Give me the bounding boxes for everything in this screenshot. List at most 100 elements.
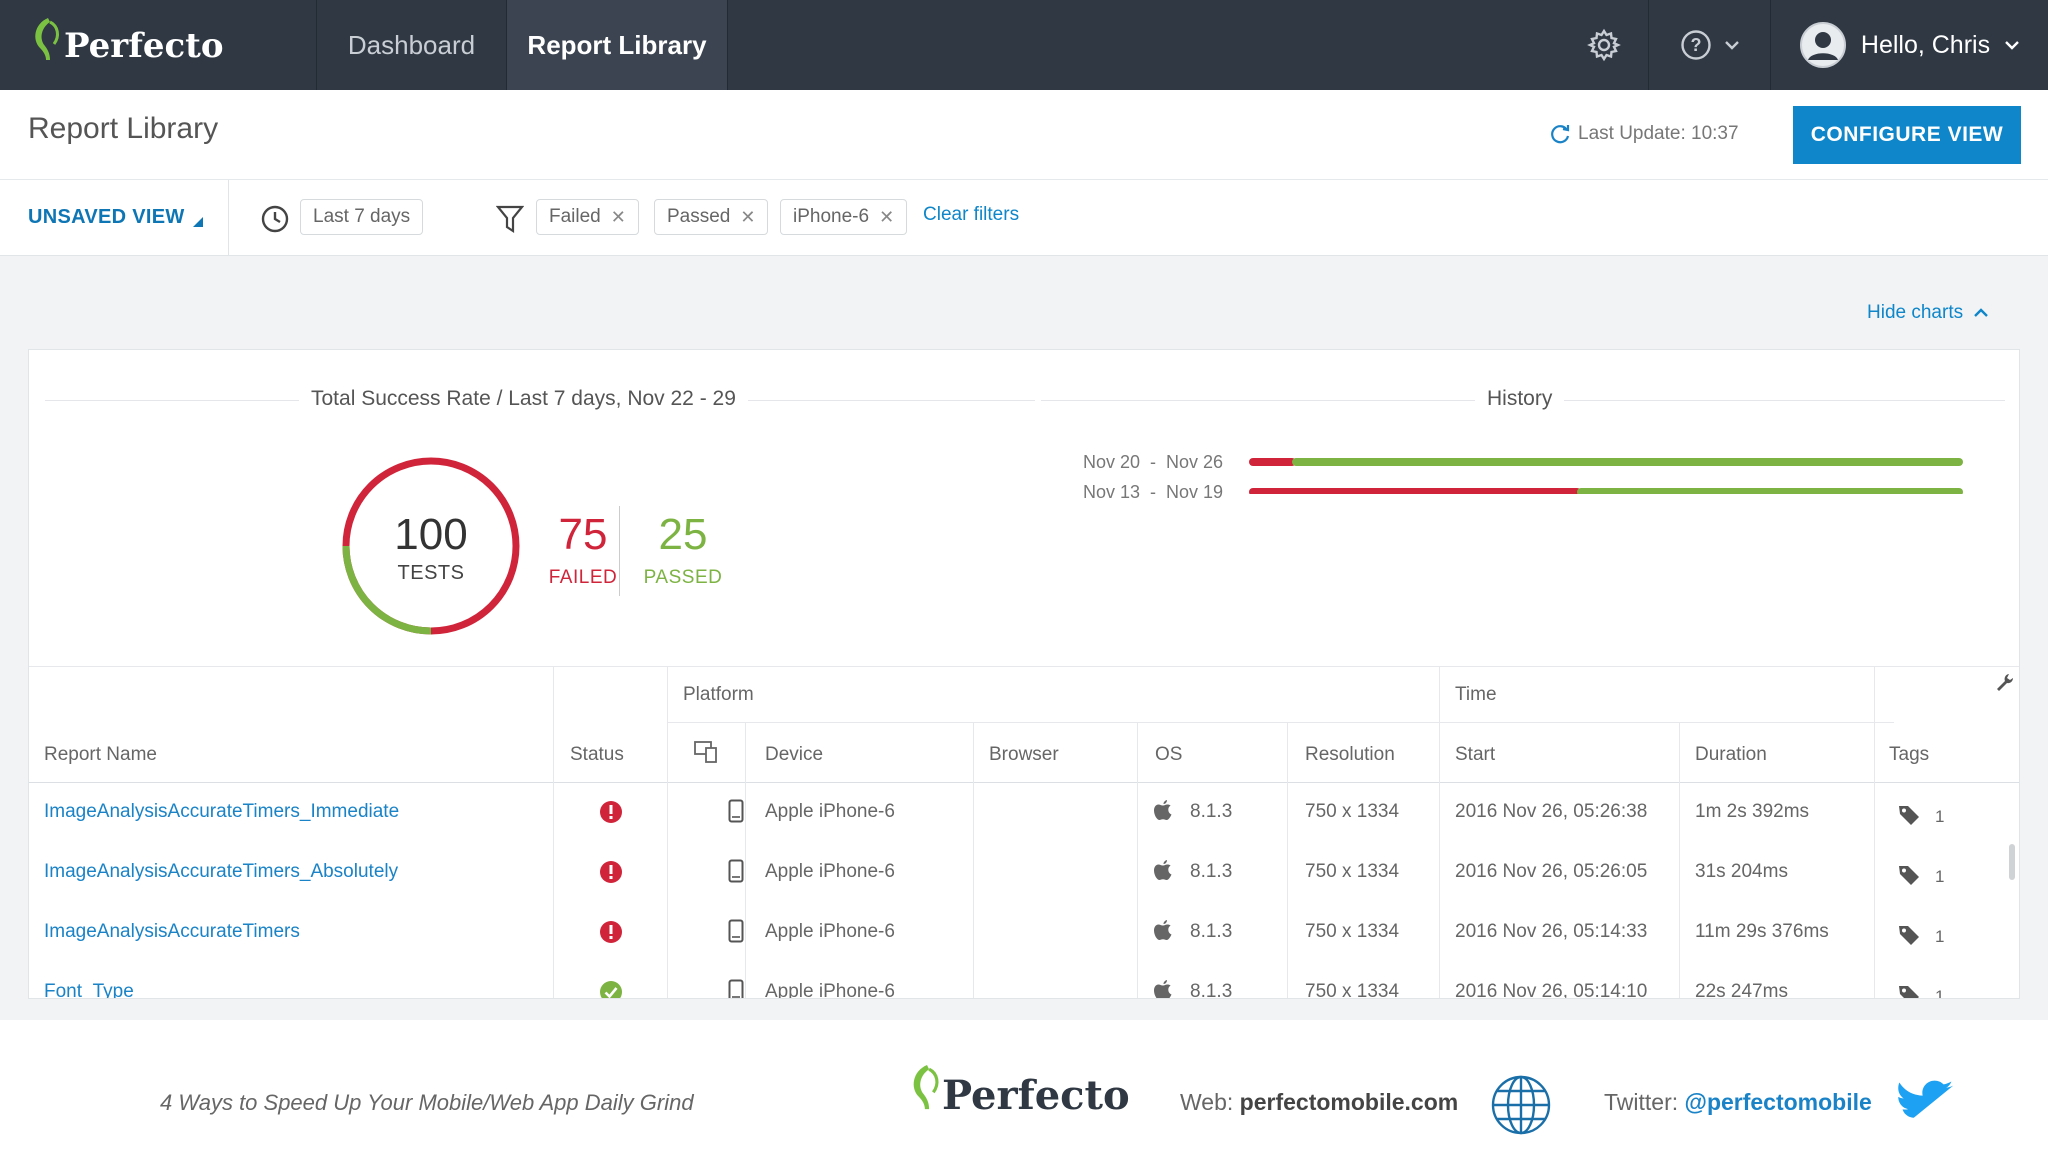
report-name-link[interactable]: Font_Type (44, 981, 134, 999)
duration-cell: 1m 2s 392ms (1695, 801, 1810, 822)
column-header-browser[interactable]: Browser (989, 744, 1059, 765)
column-header-report-name[interactable]: Report Name (44, 744, 157, 765)
passed-count: 25 (658, 510, 708, 559)
user-menu[interactable]: Hello, Chris (1770, 0, 2048, 90)
column-header-os[interactable]: OS (1155, 744, 1183, 765)
start-cell: 2016 Nov 26, 05:26:38 (1455, 801, 1648, 822)
settings-button[interactable] (1560, 0, 1648, 90)
footer-twitter: Twitter: @perfectomobile (1604, 1089, 1872, 1116)
report-name-link[interactable]: ImageAnalysisAccurateTimers (44, 921, 300, 942)
hide-charts-toggle[interactable]: Hide charts (1867, 302, 1989, 324)
clear-filters-link[interactable]: Clear filters (923, 204, 1020, 225)
device-cell: Apple iPhone-6 (765, 921, 895, 942)
nav-dashboard[interactable]: Dashboard (316, 0, 506, 90)
passed-label: PASSED (643, 567, 723, 588)
nav-report-library[interactable]: Report Library (506, 0, 728, 90)
resolution-cell: 750 x 1334 (1305, 921, 1400, 942)
device-cell: Apple iPhone-6 (765, 981, 895, 999)
failed-count: 75 (558, 510, 608, 559)
footer-web-label: Web: (1180, 1089, 1234, 1115)
clock-icon (261, 205, 289, 233)
column-header-duration[interactable]: Duration (1695, 744, 1767, 765)
last-update-text: Last Update: 10:37 (1578, 123, 1739, 144)
top-nav: Perfecto Dashboard Report Library ? Hell… (0, 0, 2048, 90)
table-row[interactable]: ImageAnalysisAccurateTimers_Immediate App… (29, 783, 2019, 843)
table-row[interactable]: Font_Type Apple iPhone-6 8.1.3 750 x 1334 20… (29, 963, 2019, 999)
tags-count: 1 (1935, 867, 1945, 886)
success-donut (342, 457, 520, 635)
report-name-link[interactable]: ImageAnalysisAccurateTimers_Absolutely (44, 861, 399, 882)
view-selector[interactable]: UNSAVED VIEW (28, 206, 203, 229)
column-header-resolution[interactable]: Resolution (1305, 744, 1395, 765)
hide-charts-label: Hide charts (1867, 302, 1964, 323)
footer-brand-logo: Perfecto (906, 1060, 1130, 1116)
history-chart (1249, 458, 1963, 494)
filter-chip-failed[interactable]: Failed ✕ (536, 199, 639, 235)
filter-chip-passed[interactable]: Passed ✕ (654, 199, 769, 235)
filter-chip-iphone[interactable]: iPhone-6 ✕ (780, 199, 908, 235)
smartphone-icon (728, 919, 744, 943)
apple-icon (1154, 800, 1172, 820)
footer (0, 1020, 2048, 1152)
column-header-tags[interactable]: Tags (1889, 744, 1930, 765)
globe-icon (1491, 1075, 1551, 1135)
close-icon[interactable]: ✕ (740, 206, 756, 227)
divider (1287, 722, 1288, 998)
table-row[interactable]: ImageAnalysisAccurateTimers Apple iPhone-… (29, 903, 2019, 963)
last-update: Last Update: 10:37 (1548, 122, 1739, 146)
help-icon: ? (1680, 30, 1711, 60)
nav-dashboard-label: Dashboard (347, 29, 476, 60)
footer-brand-name: Perfecto (942, 1072, 1130, 1119)
smartphone-icon (728, 979, 744, 998)
divider (667, 666, 668, 998)
perfecto-leaf-icon (913, 1065, 939, 1110)
brand-name: Perfecto (64, 26, 224, 66)
resolution-cell: 750 x 1334 (1305, 801, 1400, 822)
brand-logo[interactable]: Perfecto (28, 10, 224, 66)
help-menu-button[interactable]: ? (1648, 0, 1770, 90)
device-type-icon[interactable] (693, 740, 719, 764)
smartphone-icon (728, 859, 744, 883)
divider (228, 180, 229, 256)
column-header-status[interactable]: Status (570, 744, 624, 765)
column-header-start[interactable]: Start (1455, 744, 1496, 765)
divider (745, 722, 746, 998)
nav-report-library-label: Report Library (527, 29, 707, 60)
duration-cell: 31s 204ms (1695, 861, 1788, 882)
tags-count: 1 (1935, 807, 1945, 826)
divider (1439, 666, 1440, 998)
group-header-time: Time (1455, 684, 1497, 705)
start-cell: 2016 Nov 26, 05:14:10 (1455, 981, 1648, 999)
view-selector-label: UNSAVED VIEW (28, 206, 185, 228)
report-name-link[interactable]: ImageAnalysisAccurateTimers_Immediate (44, 801, 400, 822)
divider (973, 722, 974, 998)
donut-passed-arc (342, 457, 520, 635)
total-tests-label: TESTS (397, 562, 465, 584)
error-status-icon (600, 801, 622, 823)
time-range-chip[interactable]: Last 7 days (300, 199, 424, 235)
apple-icon (1154, 920, 1172, 940)
success-rate-title: Total Success Rate / Last 7 days, Nov 22… (299, 387, 748, 411)
apple-icon (1154, 860, 1172, 880)
os-cell: 8.1.3 (1190, 981, 1233, 999)
footer-twitter-handle[interactable]: @perfectomobile (1684, 1089, 1872, 1115)
tag-icon (1899, 986, 1919, 998)
group-header-platform: Platform (683, 684, 754, 705)
tag-icon (1899, 806, 1919, 825)
divider (1137, 722, 1138, 998)
footer-web-url[interactable]: perfectomobile.com (1239, 1089, 1459, 1115)
close-icon[interactable]: ✕ (610, 206, 626, 227)
close-icon[interactable]: ✕ (879, 206, 895, 227)
scrollbar[interactable] (2009, 844, 2015, 880)
configure-view-button[interactable]: CONFIGURE VIEW (1793, 106, 2021, 164)
refresh-icon[interactable] (1548, 122, 1572, 146)
footer-twitter-label: Twitter: (1604, 1089, 1679, 1115)
tags-count: 1 (1935, 927, 1945, 946)
device-cell: Apple iPhone-6 (765, 801, 895, 822)
tags-count: 1 (1935, 987, 1945, 999)
twitter-bird-icon (1898, 1080, 1954, 1118)
column-header-device[interactable]: Device (765, 744, 824, 765)
wrench-icon[interactable] (1995, 672, 2015, 692)
chevron-up-icon (1974, 308, 1988, 317)
table-row[interactable]: ImageAnalysisAccurateTimers_Absolutely Ap… (29, 843, 2019, 903)
